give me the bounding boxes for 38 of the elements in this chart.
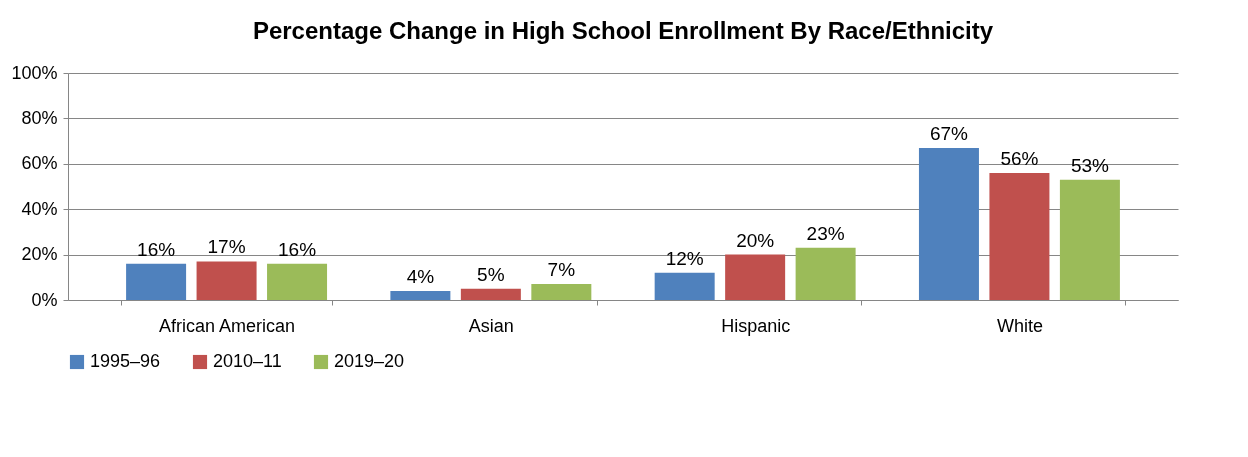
bar	[918, 147, 979, 300]
legend-label: 2010–11	[213, 351, 282, 371]
legend-label: 2019–20	[334, 351, 405, 371]
data-label: 20%	[736, 229, 775, 251]
y-tick-label: 40%	[21, 198, 58, 219]
data-label: 67%	[929, 122, 969, 144]
data-label: 56%	[1000, 147, 1039, 169]
x-tick-label: White	[996, 315, 1043, 336]
data-label: 53%	[1070, 154, 1110, 176]
data-label: 4%	[406, 265, 435, 287]
x-tick-label: African American	[159, 315, 296, 336]
bar	[989, 172, 1050, 300]
bar	[1059, 179, 1120, 300]
chart-title: Percentage Change in High School Enrollment By Race/Ethnicity	[252, 17, 994, 44]
bar	[725, 254, 786, 300]
data-label: 16%	[137, 238, 176, 260]
y-tick-label: 100%	[11, 62, 58, 83]
bar	[460, 288, 521, 300]
data-label: 5%	[477, 263, 505, 285]
x-tick-label: Hispanic	[721, 315, 791, 336]
x-tick-label: Asian	[468, 315, 514, 336]
legend-label: 1995–96	[90, 351, 161, 371]
y-tick-label: 80%	[21, 107, 58, 128]
data-label: 16%	[278, 238, 317, 260]
data-label: 17%	[207, 236, 246, 258]
y-tick-label: 60%	[21, 153, 58, 174]
bar	[126, 263, 187, 300]
bar	[196, 261, 257, 300]
data-label: 23%	[806, 222, 845, 244]
data-label: 7%	[547, 259, 576, 281]
data-label: 12%	[665, 247, 704, 269]
bar	[531, 284, 592, 300]
bar	[654, 272, 715, 300]
y-tick-label: 0%	[31, 289, 58, 310]
y-tick-label: 20%	[21, 244, 58, 265]
bar	[267, 263, 328, 300]
bar	[390, 290, 451, 300]
bar	[795, 247, 856, 300]
